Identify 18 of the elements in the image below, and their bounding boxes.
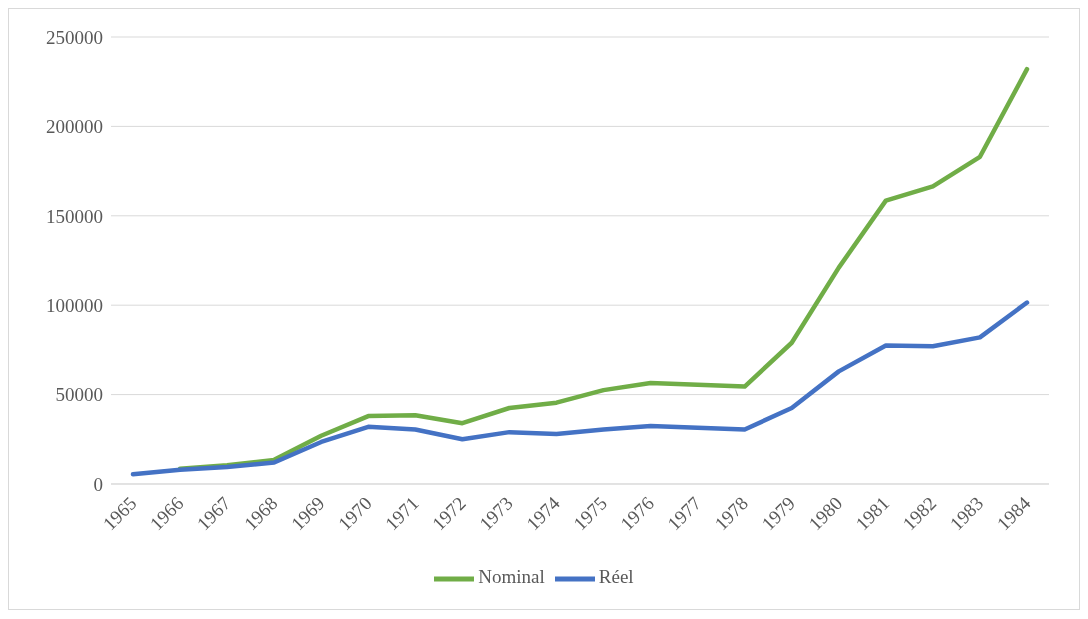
y-tick-label: 200000 (46, 116, 103, 138)
x-tick-label: 1972 (428, 492, 470, 535)
y-tick-label: 150000 (46, 205, 103, 227)
y-tick-label: 250000 (46, 26, 103, 48)
x-tick-label: 1982 (898, 492, 941, 535)
x-tick-label: 1970 (333, 492, 376, 535)
y-tick-label: 100000 (46, 294, 103, 316)
legend-label: Réel (598, 566, 634, 588)
y-tick-label: 50000 (55, 384, 103, 406)
y-tick-label: 0 (93, 473, 103, 495)
x-tick-label: 1980 (804, 492, 847, 535)
line-series (130, 300, 1030, 477)
x-tick-label: 1979 (757, 492, 800, 535)
legend-label: Nominal (478, 566, 545, 588)
x-tick-label: 1981 (851, 492, 894, 535)
x-tick-label: 1969 (286, 492, 329, 535)
x-tick-label: 1983 (945, 492, 988, 535)
x-tick-label: 1971 (381, 492, 423, 535)
